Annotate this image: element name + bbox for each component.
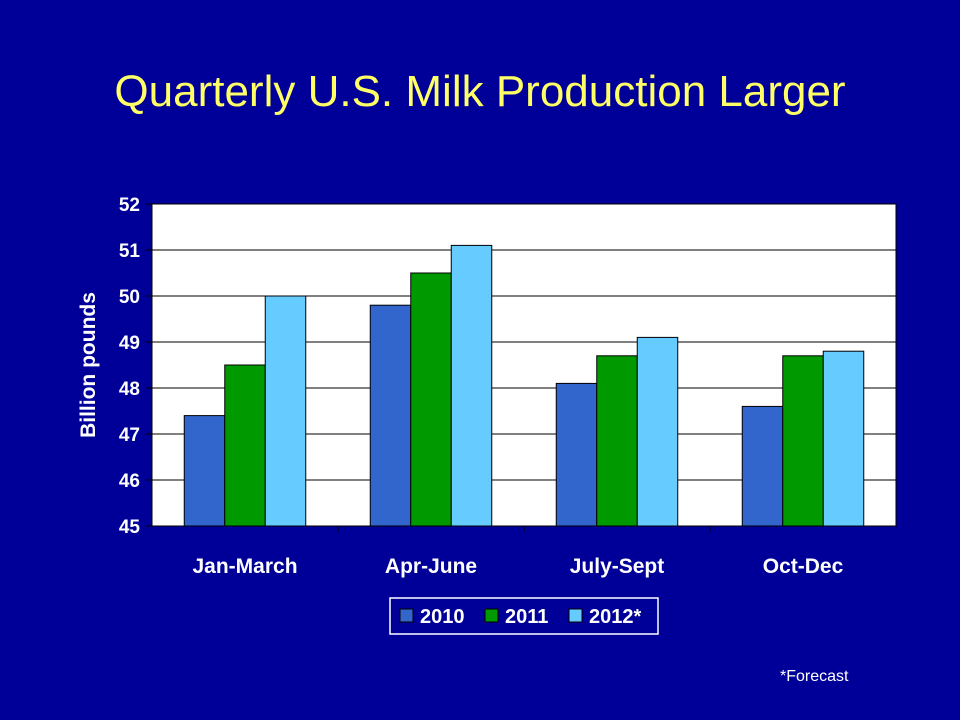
y-tick-label: 49 — [119, 333, 140, 354]
bar-2010-apr-june — [369, 304, 412, 527]
y-tick-label: 46 — [119, 471, 140, 492]
bars — [183, 244, 865, 527]
bar-2011-jan-march — [224, 364, 266, 527]
legend-swatch-2012 — [568, 608, 583, 623]
bar-2012-jan-march — [264, 295, 307, 527]
x-tick-label: July-Sept — [570, 555, 665, 578]
legend-label-2011: 2011 — [505, 606, 548, 628]
x-tick-label: Oct-Dec — [763, 555, 844, 578]
legend-swatch-2011 — [484, 608, 499, 623]
bar-2010-july-sept — [555, 382, 598, 527]
bar-2010-oct-dec — [741, 405, 784, 527]
slide-title: Quarterly U.S. Milk Production Larger — [114, 67, 846, 116]
axes: 45 46 47 48 49 50 51 52 Jan-March Apr-June July-Se… — [119, 195, 896, 578]
x-tick-label: Apr-June — [385, 555, 477, 578]
bar-2011-july-sept — [596, 355, 638, 527]
y-tick-label: 52 — [119, 195, 140, 216]
bar-2011-oct-dec — [782, 355, 824, 527]
legend-label-2010: 2010 — [420, 606, 465, 628]
bar-2012-apr-june — [450, 244, 493, 527]
y-tick-label: 50 — [119, 287, 140, 308]
y-tick-label: 48 — [119, 379, 140, 400]
y-tick-label: 47 — [119, 425, 140, 446]
y-tick-label: 51 — [119, 241, 141, 262]
legend-box — [389, 597, 659, 635]
legend-swatch-2010 — [399, 608, 414, 623]
bar-2012-july-sept — [636, 336, 679, 527]
y-axis-label: Billion pounds — [77, 292, 100, 438]
legend-label-2012: 2012* — [589, 606, 641, 628]
bar-2010-jan-march — [183, 415, 226, 527]
bar-2011-apr-june — [410, 272, 452, 527]
y-tick-label: 45 — [119, 517, 141, 538]
legend: 2010 2011 2012* — [389, 597, 659, 635]
x-tick-label: Jan-March — [192, 555, 297, 578]
forecast-footnote: *Forecast — [780, 668, 849, 685]
bar-2012-oct-dec — [822, 350, 865, 527]
